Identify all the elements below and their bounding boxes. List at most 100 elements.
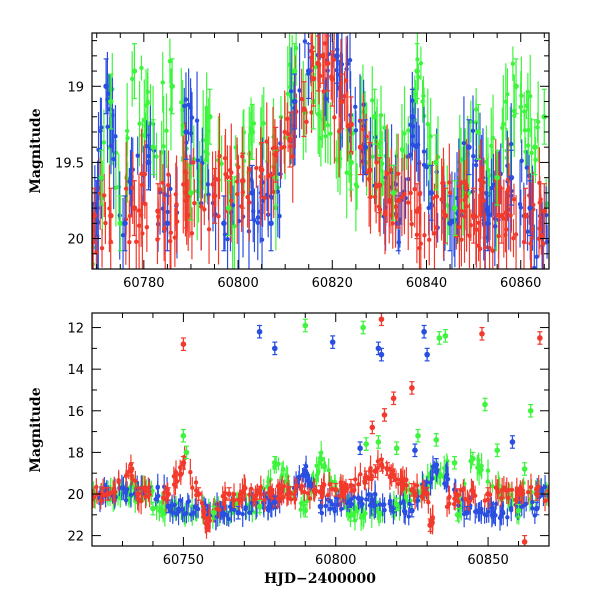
data-point (258, 142, 265, 199)
data-point (433, 433, 440, 447)
x-tick-label: 60850 (467, 553, 508, 568)
data-point (463, 505, 470, 520)
data-point (272, 126, 279, 183)
data-point (381, 408, 388, 422)
data-point (527, 180, 533, 237)
data-point (310, 50, 317, 107)
data-point (305, 43, 312, 100)
data-point (515, 487, 522, 501)
data-point (470, 187, 477, 244)
data-point (509, 435, 516, 449)
data-point (302, 503, 309, 518)
data-point (415, 428, 421, 443)
data-point (256, 499, 263, 514)
data-point (414, 43, 420, 100)
data-point (291, 73, 298, 130)
data-point (427, 518, 433, 533)
data-point (537, 331, 543, 345)
data-point (239, 152, 246, 209)
top-panel: 60780 60800 60820 60840 60860 19 19.5 20 Magnit… (28, 32, 550, 291)
data-point (131, 43, 138, 100)
data-point (378, 458, 385, 472)
data-point (534, 487, 540, 501)
data-point (324, 35, 331, 92)
bottom-y-axis-label: Magnitude (28, 387, 44, 472)
data-point (348, 478, 354, 493)
y-tick-label: 18 (67, 446, 84, 461)
data-point (451, 180, 458, 237)
data-point (134, 487, 141, 501)
data-point (442, 187, 449, 244)
bottom-plot-frame (91, 312, 550, 547)
data-point (183, 445, 190, 460)
data-point (494, 443, 501, 458)
data-point (508, 149, 515, 206)
data-point (128, 462, 135, 476)
data-point (302, 318, 309, 333)
data-point (482, 397, 488, 412)
data-point (329, 335, 336, 349)
data-point (451, 455, 458, 470)
top-data-marks (92, 33, 548, 252)
data-point (329, 50, 336, 107)
data-point (117, 195, 124, 252)
top-ticks: 60780 60800 60820 60840 60860 19 19.5 20 (55, 33, 549, 291)
data-point (103, 58, 109, 115)
data-point (442, 329, 449, 343)
data-point (521, 462, 528, 476)
bottom-ticks: 60750 60800 60850 12 14 16 18 20 22 (67, 313, 550, 568)
data-point (211, 505, 217, 520)
data-point (155, 183, 161, 240)
data-point (363, 470, 370, 485)
data-point (180, 455, 187, 470)
data-point (183, 103, 190, 160)
data-point (466, 119, 472, 176)
data-point (211, 167, 218, 224)
data-point (393, 497, 400, 512)
data-point (272, 455, 278, 470)
data-point (428, 164, 435, 221)
bottom-panel: 60750 60800 60850 12 14 16 18 20 22 Magnitude HJ… (28, 312, 550, 587)
data-point (180, 428, 187, 443)
data-point (165, 487, 171, 501)
data-point (376, 157, 383, 214)
y-tick-label: 20 (67, 488, 84, 503)
data-point (317, 451, 324, 466)
data-point (371, 88, 378, 145)
data-point (393, 441, 400, 456)
data-point (225, 180, 232, 237)
data-point (522, 187, 529, 244)
data-point (390, 164, 397, 221)
data-point (332, 482, 339, 497)
data-point (206, 88, 213, 145)
data-point (272, 495, 278, 510)
data-point (409, 482, 415, 497)
data-point (272, 341, 278, 356)
data-point (384, 462, 391, 476)
data-point (92, 187, 98, 244)
data-point (235, 505, 242, 520)
data-point (424, 347, 430, 362)
data-point (527, 403, 534, 418)
data-point (315, 35, 321, 92)
data-point (108, 187, 114, 244)
data-point (221, 195, 227, 252)
data-point (409, 503, 415, 518)
data-point (513, 58, 519, 115)
data-point (390, 391, 397, 406)
x-tick-label: 60800 (217, 276, 258, 291)
data-point (249, 103, 255, 160)
top-plot-area (92, 33, 549, 269)
data-point (421, 324, 427, 339)
data-point (357, 119, 364, 176)
data-point (494, 149, 500, 206)
data-point (287, 111, 293, 168)
bottom-plot-area (92, 441, 549, 539)
data-point (484, 195, 491, 252)
data-point (367, 142, 373, 199)
data-point (338, 73, 345, 130)
y-tick-label: 14 (67, 363, 84, 378)
data-point (390, 468, 397, 483)
x-tick-label: 60820 (312, 276, 353, 291)
